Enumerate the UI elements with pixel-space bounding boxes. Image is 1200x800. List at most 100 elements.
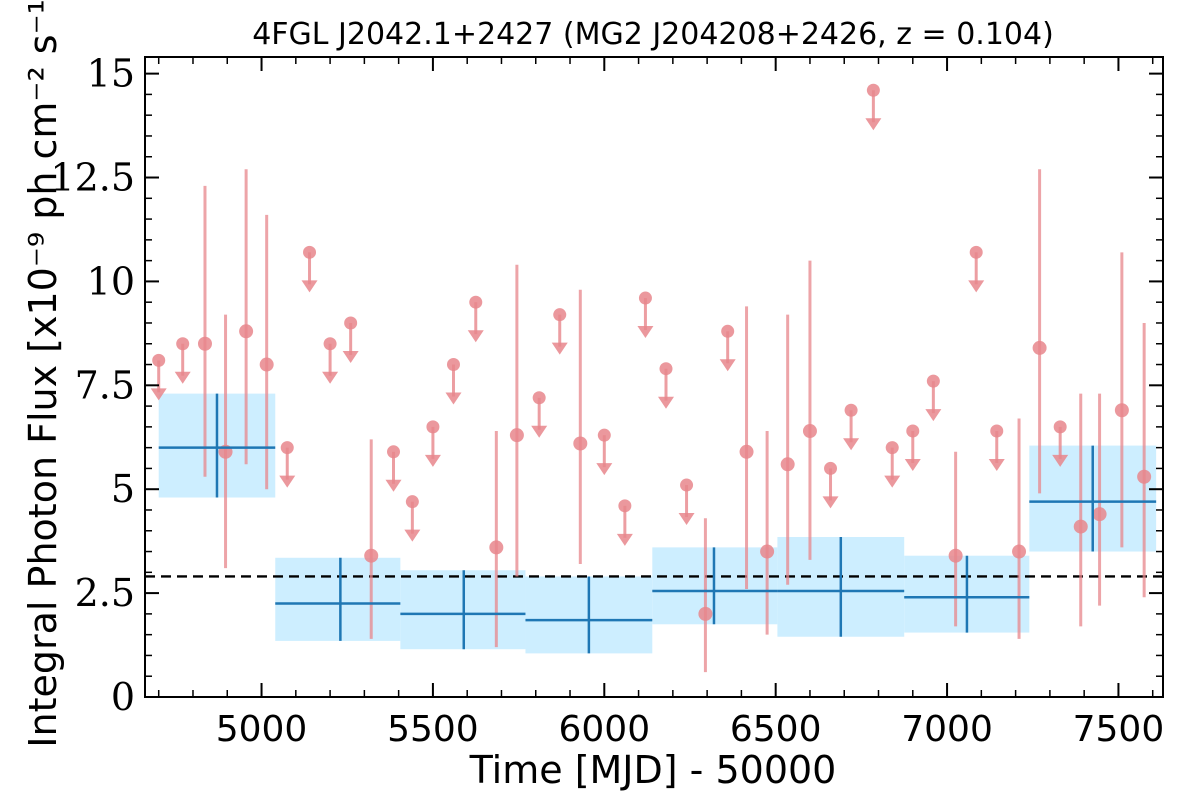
upper-limit-arrow-1 [174, 371, 191, 384]
upper-limit-point-25 [969, 245, 983, 259]
upper-limit-arrow-15 [637, 326, 654, 339]
detection-point-18 [1114, 403, 1129, 418]
upper-limit-point-19 [824, 461, 838, 475]
upper-limit-arrow-6 [385, 479, 402, 492]
upper-limit-arrow-3 [301, 280, 318, 293]
y-tick-label-4: 10 [87, 259, 135, 303]
upper-limit-point-17 [680, 478, 694, 492]
binned-flux-lines-layer [158, 393, 1157, 654]
y-tick-label-2: 5 [111, 467, 135, 511]
upper-limit-arrow-11 [531, 425, 548, 438]
y-axis-label: Integral Photon Flux [x10⁻⁹ ph cm⁻² s⁻¹] [21, 0, 65, 748]
upper-limit-point-14 [618, 499, 632, 513]
upper-limit-point-12 [553, 308, 567, 322]
detection-point-3 [259, 357, 274, 372]
upper-limit-arrow-16 [657, 396, 674, 409]
flux-points-layer [150, 83, 1152, 673]
upper-limit-arrow-25 [968, 280, 985, 293]
upper-limit-arrow-5 [342, 350, 359, 363]
upper-limit-arrow-21 [865, 118, 882, 131]
upper-limit-point-1 [176, 337, 190, 351]
upper-limit-point-8 [426, 420, 440, 434]
upper-limit-point-3 [303, 245, 317, 259]
detection-point-11 [780, 457, 795, 472]
upper-limit-arrow-10 [467, 330, 484, 343]
x-tick-label-3: 6500 [730, 709, 822, 750]
upper-limit-arrow-24 [925, 409, 942, 422]
upper-limit-arrow-13 [596, 463, 613, 476]
upper-limit-arrow-20 [843, 438, 860, 451]
upper-limit-arrow-17 [678, 513, 695, 526]
upper-limit-point-6 [387, 445, 401, 459]
y-tick-label-5: 12.5 [50, 156, 135, 200]
upper-limit-arrow-8 [424, 454, 441, 467]
detection-point-7 [573, 436, 588, 451]
detection-point-17 [1092, 507, 1107, 522]
upper-limit-arrow-19 [822, 496, 839, 509]
upper-limit-point-10 [469, 295, 483, 309]
upper-limit-arrow-2 [279, 475, 296, 488]
upper-limit-arrow-27 [1052, 454, 1069, 467]
upper-limit-arrow-4 [322, 371, 339, 384]
upper-limit-arrow-0 [150, 388, 167, 401]
upper-limit-arrow-14 [616, 533, 633, 546]
detection-point-9 [739, 444, 754, 459]
upper-limit-point-15 [638, 291, 652, 305]
upper-limit-arrow-18 [719, 359, 736, 372]
upper-limit-point-0 [152, 353, 166, 367]
x-tick-labels: 5000 5500 6000 6500 7000 7500 [216, 709, 1165, 750]
chart-title: 4FGL J2042.1+2427 (MG2 J204208+2426, z =… [252, 17, 1054, 52]
upper-limit-arrow-22 [884, 475, 901, 488]
x-axis-label: Time [MJD] - 50000 [469, 748, 837, 792]
y-tick-label-1: 2.5 [75, 571, 135, 615]
detection-point-5 [489, 540, 504, 555]
upper-limit-point-24 [926, 374, 940, 388]
detection-point-13 [948, 548, 963, 563]
upper-limit-arrow-7 [404, 529, 421, 542]
y-tick-label-0: 0 [111, 675, 135, 719]
detection-point-19 [1137, 469, 1152, 484]
upper-limit-point-7 [405, 495, 419, 509]
x-tick-label-5: 7500 [1073, 709, 1165, 750]
detection-point-16 [1073, 519, 1088, 534]
upper-limit-point-18 [721, 324, 735, 338]
bin-box-1 [275, 557, 401, 641]
upper-limit-point-22 [885, 441, 899, 455]
detection-point-12 [802, 424, 817, 439]
binned-flux-layer [158, 393, 1157, 654]
y-tick-label-3: 7.5 [75, 363, 135, 407]
upper-limit-arrow-23 [904, 459, 921, 472]
upper-limit-point-9 [446, 358, 460, 372]
x-tick-label-0: 5000 [216, 709, 308, 750]
upper-limit-point-27 [1053, 420, 1067, 434]
upper-limit-point-20 [844, 403, 858, 417]
detection-point-4 [364, 548, 379, 563]
upper-limit-arrow-12 [551, 342, 568, 355]
detection-point-8 [698, 606, 713, 621]
upper-limit-point-4 [323, 337, 337, 351]
upper-limit-point-21 [866, 83, 880, 97]
upper-limit-point-5 [344, 316, 358, 330]
detection-point-6 [509, 428, 524, 443]
x-tick-label-2: 6000 [558, 709, 650, 750]
upper-limit-point-13 [597, 428, 611, 442]
x-tick-label-4: 7000 [901, 709, 993, 750]
detection-point-10 [760, 544, 775, 559]
upper-limit-arrow-9 [445, 392, 462, 405]
upper-limit-point-2 [280, 441, 294, 455]
upper-limit-point-16 [659, 362, 673, 376]
upper-limit-arrow-26 [988, 459, 1005, 472]
plot-frame [144, 56, 1164, 698]
y-tick-label-6: 15 [87, 52, 135, 96]
upper-limit-point-26 [990, 424, 1004, 438]
detection-point-0 [197, 336, 212, 351]
detection-point-15 [1032, 340, 1047, 355]
detection-point-2 [239, 324, 254, 339]
axis-ticks-layer [145, 57, 1163, 698]
upper-limit-point-23 [906, 424, 920, 438]
detection-point-14 [1012, 544, 1027, 559]
y-tick-labels: 0 2.5 5 7.5 10 12.5 15 [50, 52, 135, 719]
x-tick-label-1: 5500 [387, 709, 479, 750]
upper-limit-point-11 [532, 391, 546, 405]
